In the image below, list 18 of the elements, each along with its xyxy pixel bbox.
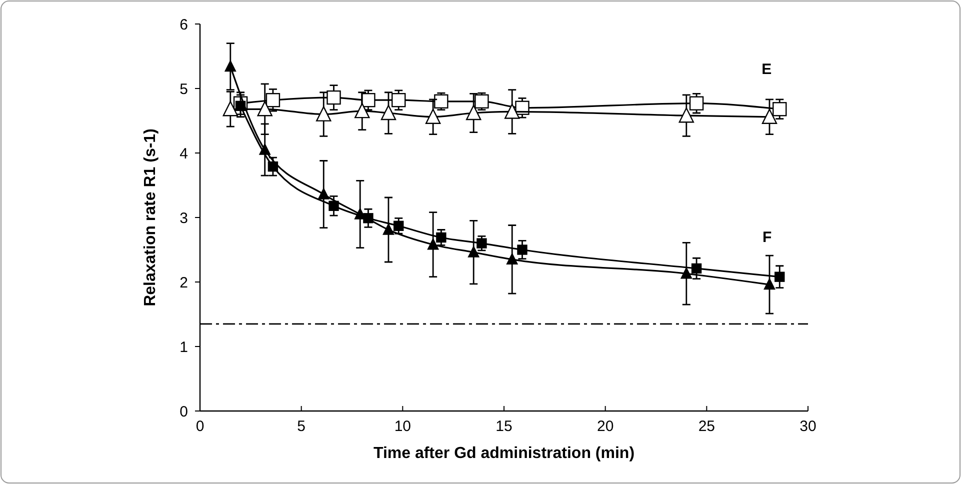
x-tick-label: 10 bbox=[394, 418, 412, 435]
y-tick-label: 5 bbox=[180, 80, 188, 98]
y-tick-label: 2 bbox=[180, 274, 188, 292]
x-tick-label: 15 bbox=[496, 418, 512, 435]
x-tick-label: 0 bbox=[196, 418, 204, 435]
y-tick-label: 0 bbox=[180, 403, 188, 420]
x-axis-title: Time after Gd administration (min) bbox=[373, 445, 635, 462]
y-tick-label: 6 bbox=[180, 16, 188, 34]
y-tick-label: 3 bbox=[180, 210, 188, 227]
x-tick-label: 20 bbox=[596, 418, 614, 435]
annotation: E bbox=[762, 61, 772, 78]
x-tick-label: 25 bbox=[698, 418, 716, 435]
annotation: F bbox=[762, 228, 772, 246]
x-tick-label: 30 bbox=[800, 418, 816, 435]
y-tick-label: 1 bbox=[180, 338, 188, 356]
y-axis-title: Relaxation rate R1 (s-1) bbox=[142, 128, 159, 306]
y-tick-label: 4 bbox=[180, 145, 188, 162]
x-tick-label: 5 bbox=[297, 418, 306, 435]
